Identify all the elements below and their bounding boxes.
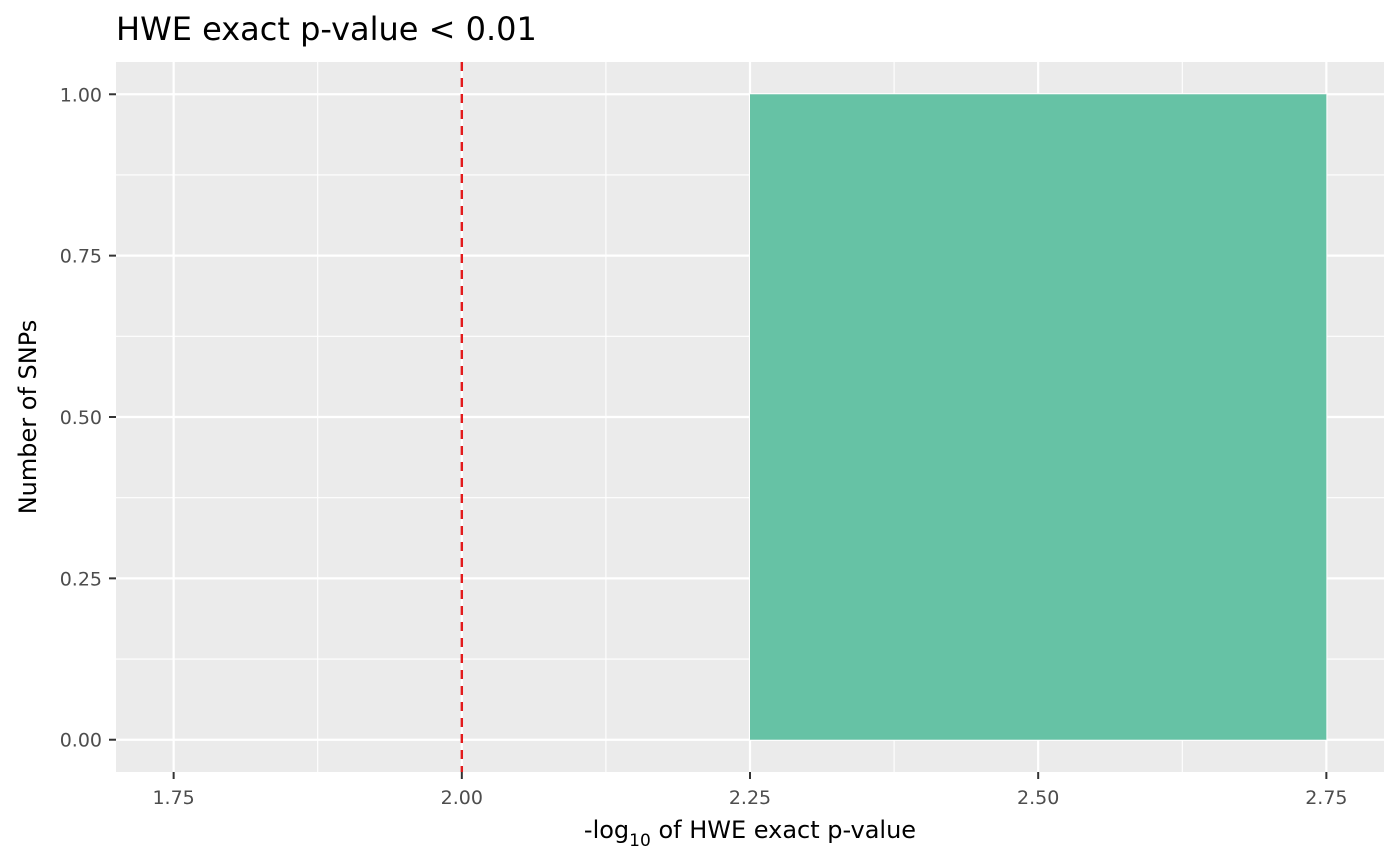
x-axis-title-subscript: 10 (629, 831, 651, 851)
x-axis-title-suffix: of HWE exact p-value (651, 816, 916, 844)
x-tick-label: 2.50 (1017, 787, 1059, 809)
y-tick-label: 0.25 (60, 568, 102, 590)
plot-panel (116, 62, 1384, 772)
x-axis: 1.75 2.00 2.25 2.50 2.75 (152, 772, 1348, 809)
y-axis: 0.00 0.25 0.50 0.75 1.00 (60, 84, 116, 752)
x-tick-label: 2.75 (1305, 787, 1347, 809)
histogram-bar (750, 94, 1327, 740)
x-tick-label: 1.75 (152, 787, 194, 809)
y-axis-title: Number of SNPs (14, 320, 42, 515)
y-tick-label: 1.00 (60, 84, 102, 106)
x-tick-label: 2.25 (729, 787, 771, 809)
chart-title: HWE exact p-value < 0.01 (116, 10, 537, 48)
x-axis-title: -log10 of HWE exact p-value (584, 816, 916, 851)
x-axis-title-prefix: -log (584, 816, 629, 844)
y-tick-label: 0.00 (60, 730, 102, 752)
y-tick-label: 0.50 (60, 407, 102, 429)
y-tick-label: 0.75 (60, 246, 102, 268)
x-tick-label: 2.00 (441, 787, 483, 809)
